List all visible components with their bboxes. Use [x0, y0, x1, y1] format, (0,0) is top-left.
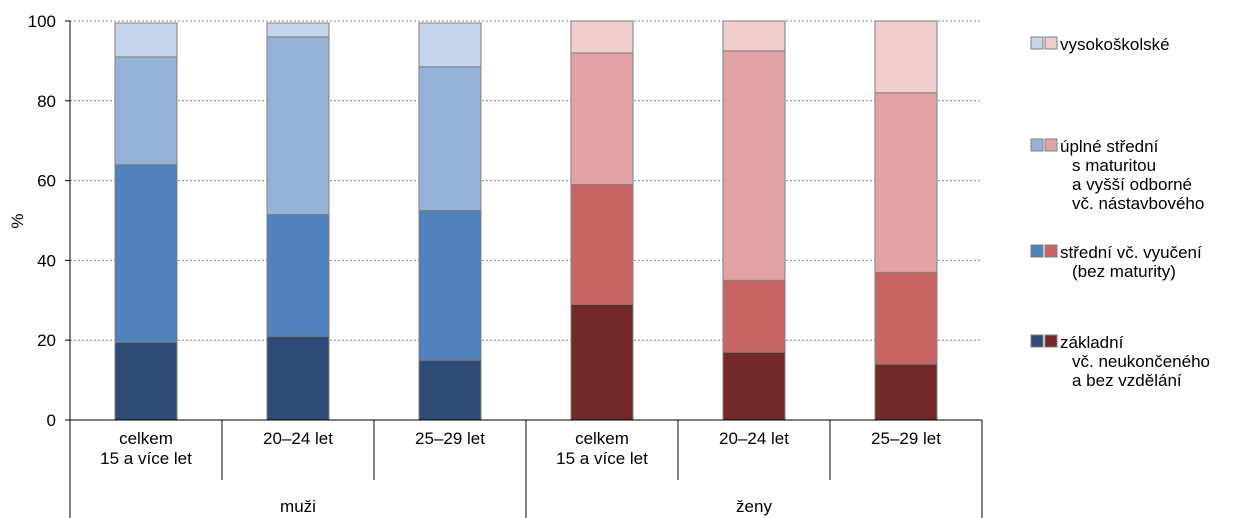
y-axis-label: % — [8, 213, 27, 228]
legend-label: úplné střední — [1060, 137, 1159, 156]
legend-swatch — [1044, 138, 1058, 152]
y-tick-label: 100 — [28, 12, 56, 31]
bar-segment — [722, 20, 786, 52]
bar-segment — [114, 22, 178, 58]
bar-segment — [722, 351, 786, 421]
gridlines — [70, 20, 982, 341]
legend-swatch — [1030, 334, 1044, 348]
bar-segment — [266, 335, 330, 421]
legend-label: a bez vzdělání — [1072, 371, 1182, 390]
bars — [114, 20, 938, 421]
legend-label: vč. neukončeného — [1072, 352, 1210, 371]
legend-label: s maturitou — [1072, 156, 1156, 175]
legend-swatch — [1044, 244, 1058, 258]
x-category-label: 15 a více let — [556, 449, 648, 468]
x-group-label: muži — [280, 497, 316, 516]
y-tick-label: 40 — [37, 251, 56, 270]
bar-segment — [418, 66, 482, 212]
bar-segment — [418, 22, 482, 68]
legend-label: střední vč. vyučení — [1060, 243, 1202, 262]
legend-swatch — [1044, 36, 1058, 50]
y-tick-label: 20 — [37, 331, 56, 350]
legend-swatch — [1044, 334, 1058, 348]
x-category-label: 20–24 let — [719, 429, 789, 448]
bar-segment — [266, 214, 330, 337]
legend-label: vč. nástavbového — [1072, 194, 1204, 213]
y-tick-label: 0 — [47, 411, 56, 430]
bar-segment — [570, 52, 634, 186]
x-category-label: celkem — [119, 429, 173, 448]
bar-segment — [570, 303, 634, 421]
x-category-label: 25–29 let — [415, 429, 485, 448]
bar-segment — [114, 56, 178, 166]
bar-segment — [418, 210, 482, 361]
bar-segment — [874, 271, 938, 365]
x-category-label: 15 a více let — [100, 449, 192, 468]
x-category-label: celkem — [575, 429, 629, 448]
bar-segment — [266, 22, 330, 38]
bar-segment — [722, 50, 786, 281]
bar-segment — [570, 184, 634, 305]
y-tick-label: 60 — [37, 172, 56, 191]
bar-segment — [114, 164, 178, 343]
legend-label: vysokoškolské — [1060, 35, 1170, 54]
x-category-label: 25–29 let — [871, 429, 941, 448]
y-tick-label: 80 — [37, 92, 56, 111]
x-group-label: ženy — [736, 497, 772, 516]
legend-swatch — [1030, 244, 1044, 258]
bar-segment — [266, 36, 330, 216]
legend-label: (bez maturity) — [1072, 262, 1176, 281]
legend-label: a vyšší odborné — [1072, 175, 1192, 194]
axes — [65, 20, 983, 518]
bar-segment — [874, 92, 938, 273]
legend-swatch — [1030, 138, 1044, 152]
bar-segment — [114, 341, 178, 421]
bar-segment — [874, 363, 938, 421]
bar-segment — [570, 20, 634, 54]
legend-swatch — [1030, 36, 1044, 50]
x-category-label: 20–24 let — [263, 429, 333, 448]
y-tick-labels: 0 20 40 60 80 100 — [28, 12, 56, 430]
bar-segment — [874, 20, 938, 94]
legend-label: základní — [1060, 333, 1124, 352]
bar-segment — [418, 359, 482, 421]
bar-segment — [722, 279, 786, 353]
